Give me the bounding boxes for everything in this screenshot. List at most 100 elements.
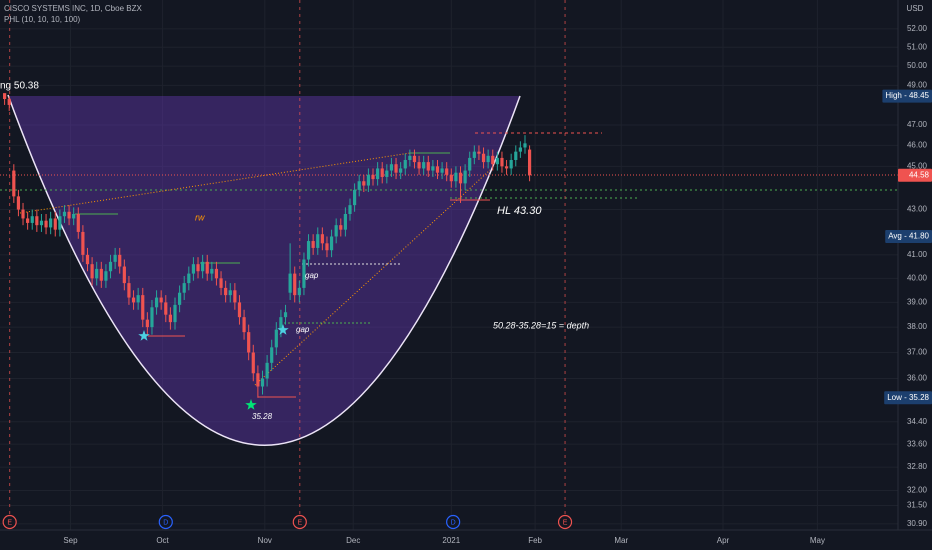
candle-body <box>154 297 159 308</box>
candle-body <box>247 332 251 353</box>
y-tick-label: 50.00 <box>907 61 928 70</box>
annotation: ng 50.38 <box>0 81 39 92</box>
x-tick-label: 2021 <box>442 536 460 545</box>
candle-body <box>366 174 371 186</box>
x-tick-label: Mar <box>614 536 628 545</box>
y-tick-label: 36.00 <box>907 374 928 383</box>
candle-body <box>293 273 297 296</box>
candle-body <box>518 147 522 152</box>
candle-body <box>348 205 352 214</box>
candle-body <box>210 268 214 274</box>
price-label: 44.58 <box>909 170 930 179</box>
candle-body <box>306 241 311 260</box>
candle-body <box>325 243 329 251</box>
annotation: gap <box>296 325 310 334</box>
annotation: HL 43.30 <box>497 205 542 217</box>
candle-body <box>399 168 403 173</box>
y-tick-label: 52.00 <box>907 24 928 33</box>
price-label-box <box>898 168 932 182</box>
candle-body <box>486 155 490 163</box>
y-tick-label: 51.00 <box>907 42 928 51</box>
candle-body <box>118 254 122 267</box>
candle-body <box>380 168 384 177</box>
candle-body <box>445 168 449 175</box>
candle-body <box>504 166 509 169</box>
candle-body <box>265 362 269 379</box>
candle-body <box>219 278 223 288</box>
candle-body <box>136 295 140 303</box>
candle-body <box>495 157 499 165</box>
candle-body <box>108 261 113 272</box>
candle-body <box>131 297 136 303</box>
candle-body <box>99 268 103 281</box>
candle-body <box>76 213 80 232</box>
event-marker <box>557 514 573 530</box>
candle-body <box>412 155 417 163</box>
candle-body <box>21 209 25 219</box>
indicator: PHL (10, 10, 10, 100) <box>4 15 81 24</box>
candle-body <box>159 297 163 303</box>
candle-body <box>316 234 320 248</box>
candle-body <box>141 295 145 320</box>
candle-body <box>352 189 357 206</box>
candle-body <box>270 347 274 363</box>
grid <box>0 0 898 530</box>
candle-body <box>426 162 430 171</box>
candle-body <box>260 378 265 387</box>
candle-body <box>449 174 453 182</box>
candle-body <box>422 162 426 169</box>
event-label: E <box>7 519 12 526</box>
price-label: High - 48.45 <box>885 91 929 100</box>
y-tick-label: 47.00 <box>907 120 928 129</box>
candle-body <box>463 170 467 184</box>
candle-body <box>343 213 347 230</box>
price-label-box <box>882 89 932 103</box>
x-tick-label: Nov <box>258 536 272 545</box>
candle-body <box>527 149 532 176</box>
candle-body <box>417 162 421 169</box>
annotation: gap <box>305 271 319 280</box>
y-tick-label: 33.60 <box>907 439 928 448</box>
x-tick-label: Sep <box>63 536 78 545</box>
y-tick-label: 49.00 <box>907 80 928 89</box>
candle-body <box>178 292 182 305</box>
candle-body <box>35 216 39 226</box>
candle-body <box>67 211 71 219</box>
y-tick-label: 46.00 <box>907 141 928 150</box>
candle-body <box>389 164 394 171</box>
candle-body <box>256 373 260 387</box>
annotation: 50.28-35.28=15 = depth <box>493 320 589 330</box>
candle-body <box>58 216 62 230</box>
candle-body <box>72 213 76 219</box>
star <box>277 324 289 335</box>
star <box>245 399 257 410</box>
candle-body <box>122 266 126 284</box>
candle-body <box>30 216 34 223</box>
currency: USD <box>907 4 924 13</box>
event-label: E <box>297 519 302 526</box>
event-marker <box>292 514 307 530</box>
candle-body <box>145 319 149 328</box>
axes: 30.90 31.50 32.00 32.80 33.60 34.40 36.00 37.00… <box>63 24 932 545</box>
price-label: Low - 35.28 <box>887 393 929 402</box>
candle-body <box>302 259 306 288</box>
candle-body <box>523 143 527 148</box>
candle-body <box>514 151 518 161</box>
candle-body <box>329 236 334 251</box>
candle-body <box>205 261 209 274</box>
y-tick-label: 38.00 <box>907 322 928 331</box>
candle-body <box>509 160 513 169</box>
candle-body <box>90 264 94 279</box>
candle-body <box>233 290 237 303</box>
candle-body <box>214 268 219 279</box>
candle-body <box>477 151 481 154</box>
candles <box>3 93 532 398</box>
annotation: 35.28 <box>252 412 273 421</box>
time-axis <box>0 530 932 550</box>
x-tick-label: Oct <box>156 536 169 545</box>
candle-body <box>16 196 21 210</box>
candle-body <box>81 231 85 255</box>
event-marker <box>158 514 173 530</box>
